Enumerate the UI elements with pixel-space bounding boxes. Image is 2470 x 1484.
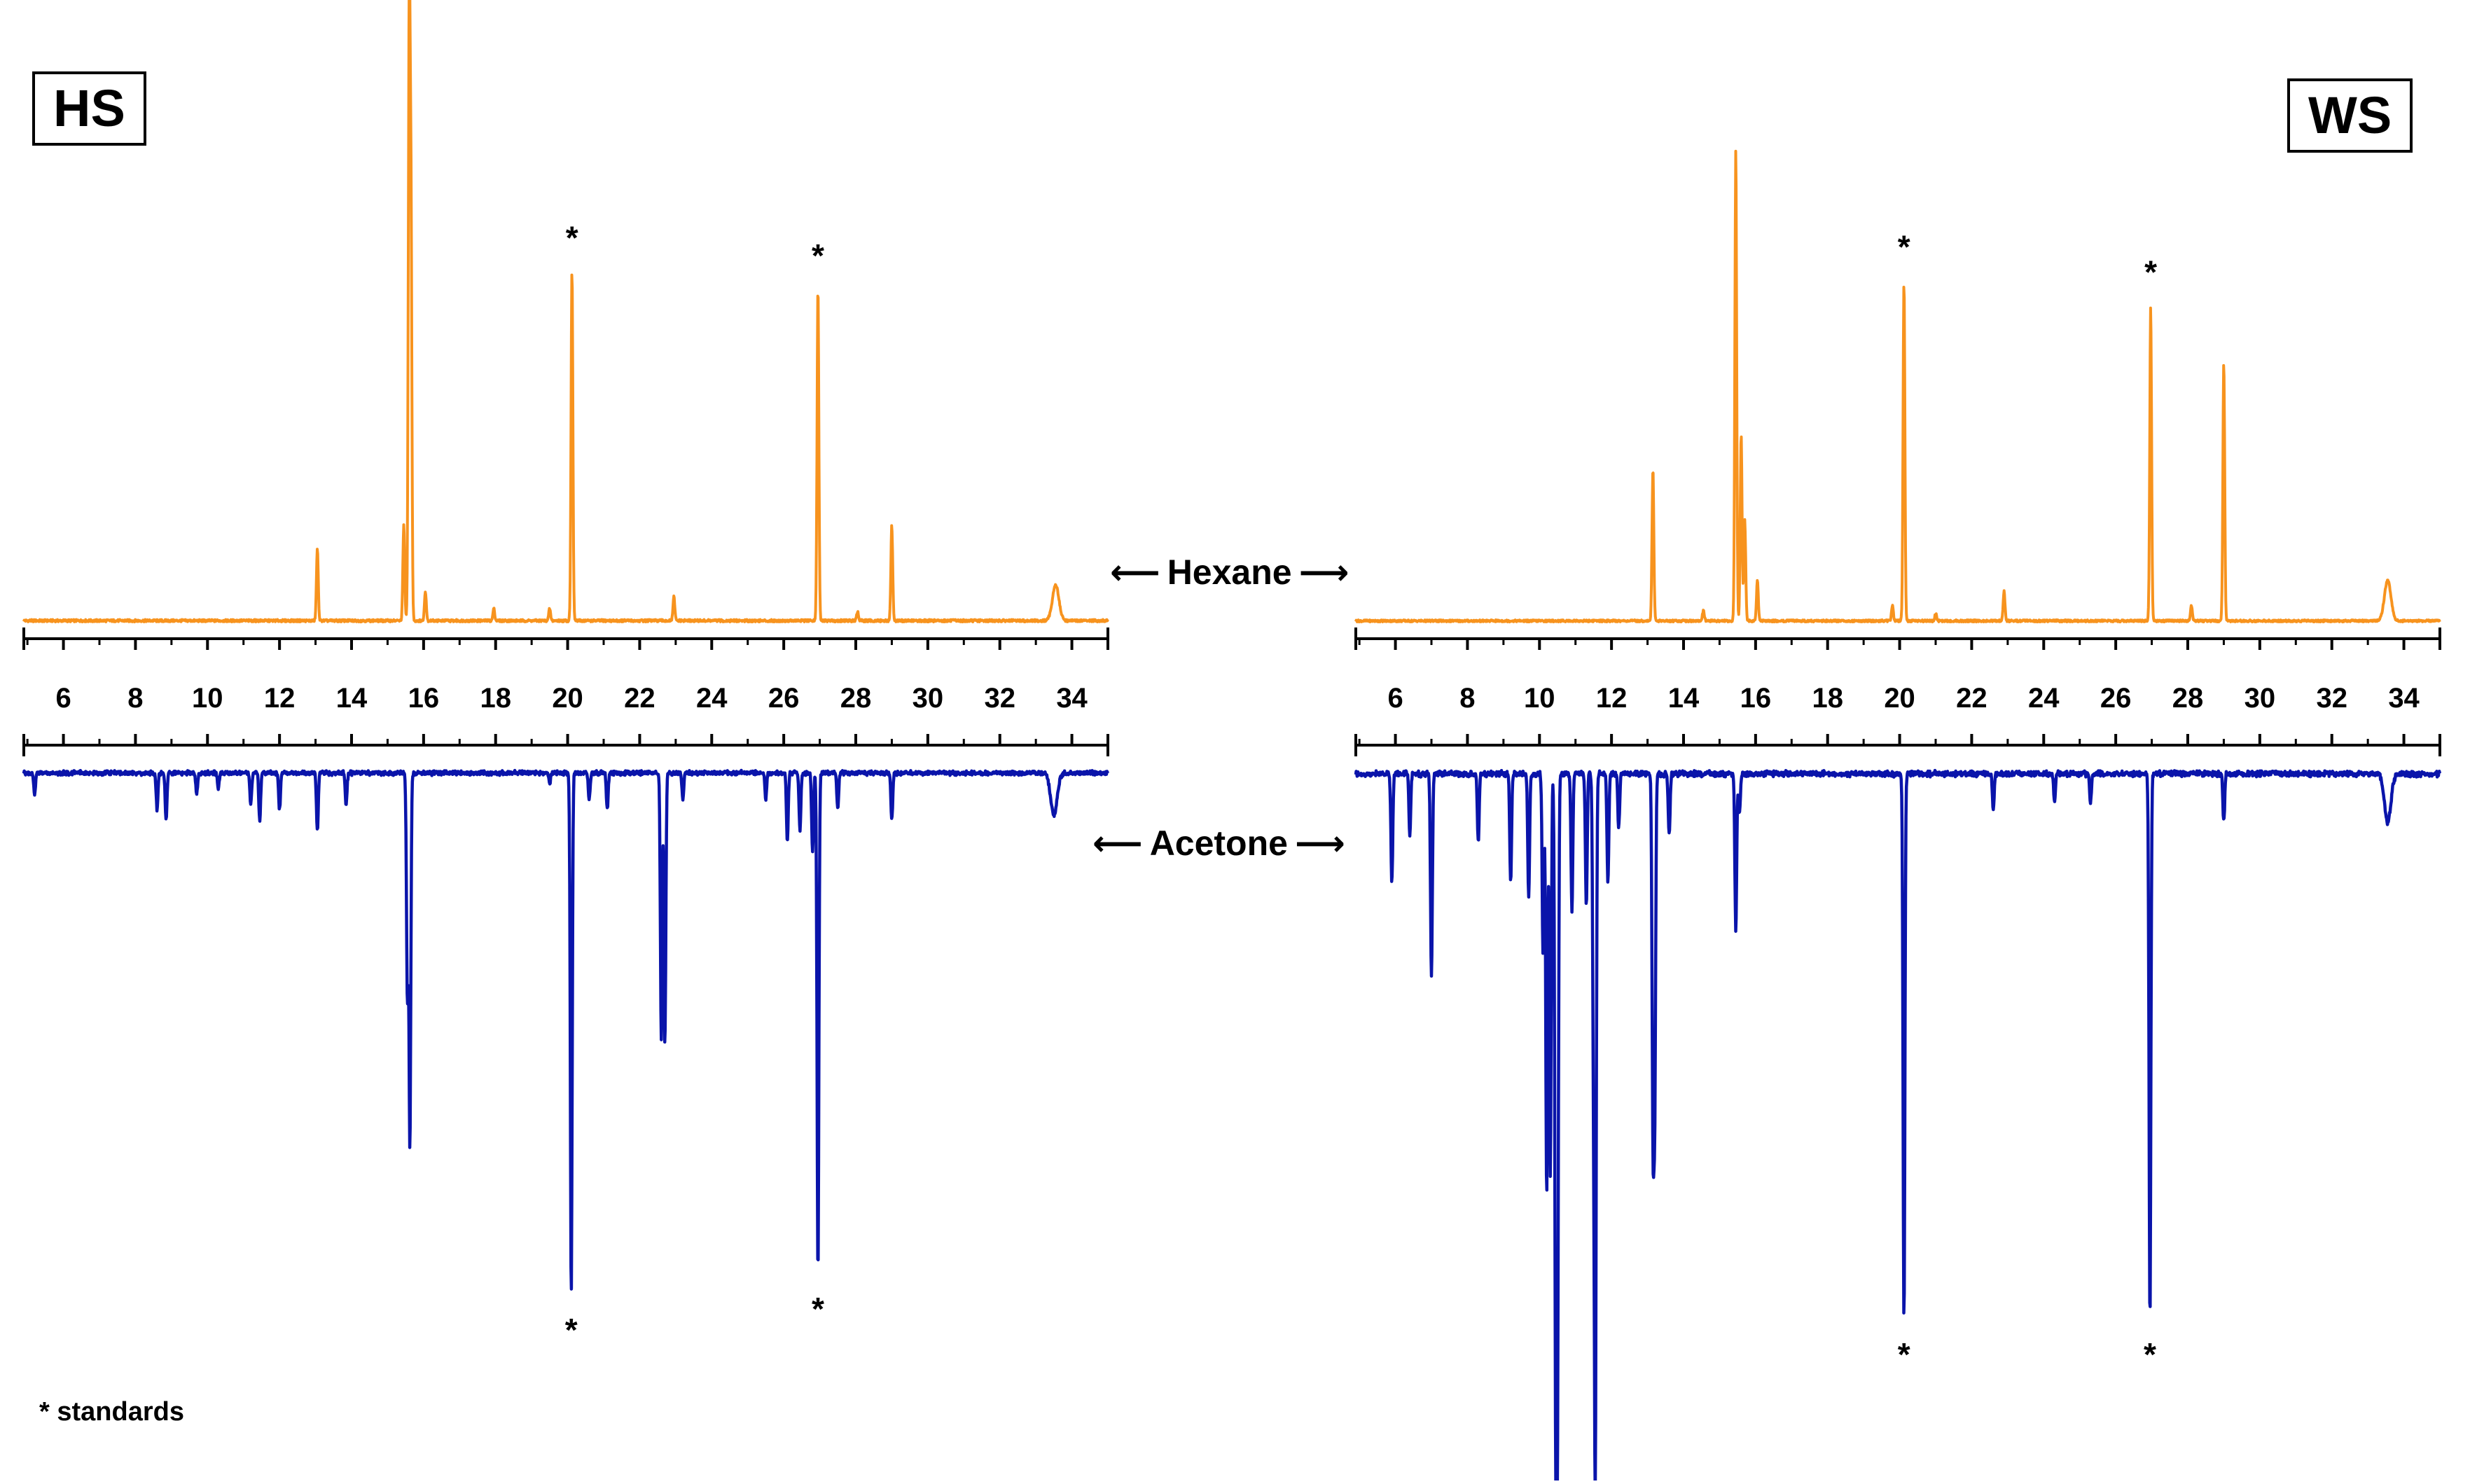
hexane-label-text: Hexane [1167,553,1292,592]
tick-label: 18 [1812,683,1843,714]
tick-label: 30 [2244,683,2276,714]
tick-label: 8 [127,683,143,714]
standards-note: * standards [39,1397,184,1427]
tick-label: 28 [2172,683,2204,714]
tick-label: 16 [408,683,440,714]
hexane-trace [1354,149,2441,623]
tick-label: 24 [2028,683,2060,714]
hexane-label: ⟵ Hexane ⟶ [1110,552,1349,592]
tick-label: 24 [696,683,728,714]
arrow-left-icon: ⟵ [1110,553,1160,592]
hexane-trace [22,0,1109,623]
tick-label: 16 [1740,683,1772,714]
tick-label: 18 [480,683,511,714]
tick-label: 12 [1596,683,1628,714]
tick-label: 6 [1387,683,1403,714]
standard-asterisk: * [2144,1336,2156,1373]
tick-label: 12 [264,683,296,714]
panel-label-ws: WS [2287,78,2413,153]
acetone-trace [1354,768,2442,1484]
acetone-label: ⟵ Acetone ⟶ [1092,823,1345,864]
arrow-right-icon: ⟶ [1298,553,1350,592]
acetone-trace [22,768,1109,1291]
standard-asterisk: * [565,1312,578,1348]
tick-label: 20 [1884,683,1915,714]
standard-asterisk: * [566,220,578,256]
tick-label: 10 [1524,683,1555,714]
tick-label: 6 [55,683,71,714]
tick-label: 34 [1056,683,1088,714]
standard-asterisk: * [2144,254,2157,290]
standard-asterisk: * [812,1291,824,1327]
tick-label: 22 [624,683,655,714]
arrow-right-icon: ⟶ [1294,824,1345,863]
standard-asterisk: * [812,237,824,274]
tick-label: 10 [192,683,223,714]
tick-label: 8 [1459,683,1475,714]
panel-label-hs: HS [32,71,146,146]
tick-label: 26 [768,683,800,714]
tick-label: 22 [1956,683,1987,714]
acetone-label-text: Acetone [1149,824,1288,863]
standard-asterisk: * [1898,228,1910,265]
tick-label: 32 [2316,683,2347,714]
tick-label: 30 [913,683,944,714]
tick-label: 28 [840,683,872,714]
arrow-left-icon: ⟵ [1092,824,1143,863]
tick-label: 26 [2100,683,2132,714]
tick-label: 14 [336,683,368,714]
tick-label: 34 [2388,683,2420,714]
tick-label: 32 [984,683,1015,714]
standard-asterisk: * [1898,1336,1910,1373]
tick-label: 14 [1668,683,1700,714]
tick-label: 20 [552,683,583,714]
